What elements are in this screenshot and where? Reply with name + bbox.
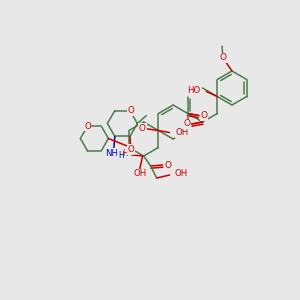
Text: NH: NH xyxy=(105,149,119,158)
Text: O: O xyxy=(84,122,91,131)
Text: O: O xyxy=(164,160,171,169)
Text: O: O xyxy=(200,111,207,120)
Text: O: O xyxy=(220,53,226,62)
Text: HO: HO xyxy=(187,86,200,95)
Text: H: H xyxy=(122,149,128,158)
Text: O: O xyxy=(128,106,134,115)
Text: O: O xyxy=(139,124,146,133)
Text: OH: OH xyxy=(175,169,188,178)
Text: OH: OH xyxy=(176,128,189,137)
Text: H: H xyxy=(118,151,124,160)
Text: O: O xyxy=(128,145,134,154)
Text: OH: OH xyxy=(133,169,146,178)
Text: O: O xyxy=(183,119,190,128)
